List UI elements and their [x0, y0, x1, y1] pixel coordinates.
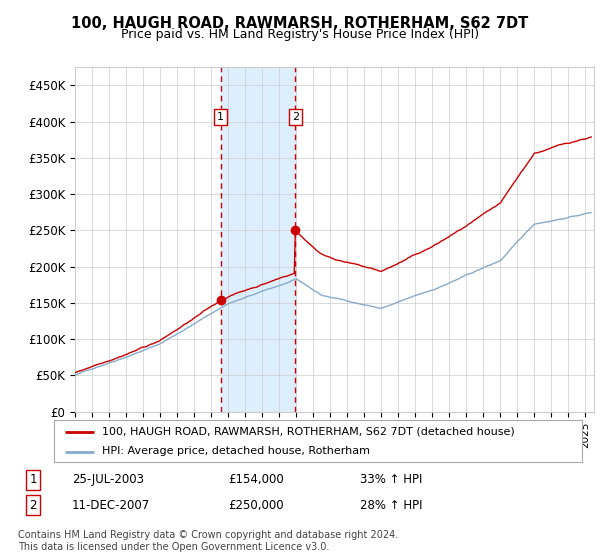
Text: 25-JUL-2003: 25-JUL-2003: [72, 473, 144, 487]
Text: £250,000: £250,000: [228, 498, 284, 512]
Text: 33% ↑ HPI: 33% ↑ HPI: [360, 473, 422, 487]
Text: 1: 1: [29, 473, 37, 487]
Text: 28% ↑ HPI: 28% ↑ HPI: [360, 498, 422, 512]
Text: 1: 1: [217, 112, 224, 122]
Text: Contains HM Land Registry data © Crown copyright and database right 2024.: Contains HM Land Registry data © Crown c…: [18, 530, 398, 540]
Text: 11-DEC-2007: 11-DEC-2007: [72, 498, 150, 512]
Text: £154,000: £154,000: [228, 473, 284, 487]
Text: 2: 2: [292, 112, 299, 122]
Text: HPI: Average price, detached house, Rotherham: HPI: Average price, detached house, Roth…: [101, 446, 370, 456]
Text: This data is licensed under the Open Government Licence v3.0.: This data is licensed under the Open Gov…: [18, 542, 329, 552]
Text: 2: 2: [29, 498, 37, 512]
Text: 100, HAUGH ROAD, RAWMARSH, ROTHERHAM, S62 7DT (detached house): 100, HAUGH ROAD, RAWMARSH, ROTHERHAM, S6…: [101, 427, 514, 437]
Text: 100, HAUGH ROAD, RAWMARSH, ROTHERHAM, S62 7DT: 100, HAUGH ROAD, RAWMARSH, ROTHERHAM, S6…: [71, 16, 529, 31]
Bar: [221, 67, 295, 412]
Text: Price paid vs. HM Land Registry's House Price Index (HPI): Price paid vs. HM Land Registry's House …: [121, 28, 479, 41]
